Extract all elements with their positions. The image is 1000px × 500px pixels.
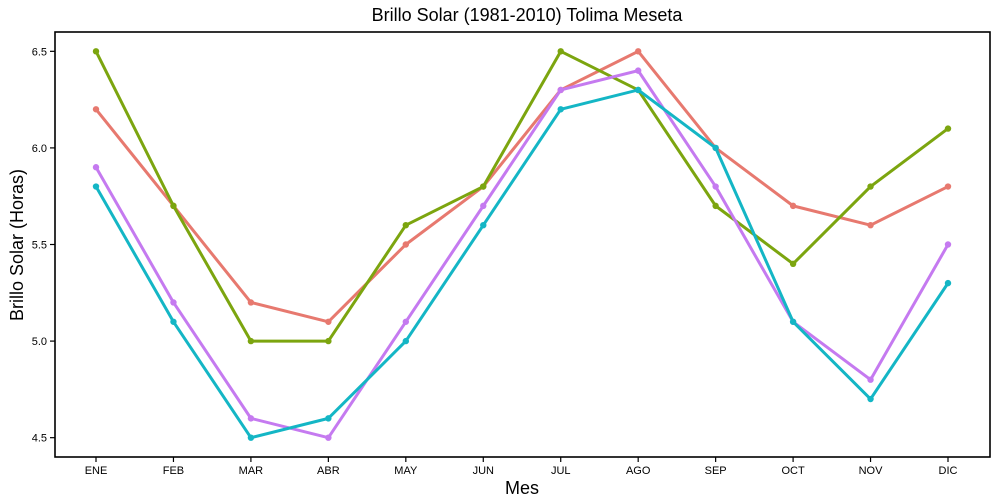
series-3 <box>92 67 952 441</box>
data-point <box>557 106 564 113</box>
x-tick-label: DIC <box>939 465 958 477</box>
data-point <box>867 376 874 383</box>
x-tick-label: MAR <box>239 465 264 477</box>
data-point <box>92 164 100 171</box>
data-point <box>867 221 874 229</box>
data-point <box>557 86 564 94</box>
x-axis-title: Mes <box>505 478 539 498</box>
data-point <box>712 144 719 152</box>
data-point <box>480 221 487 229</box>
data-point <box>944 241 952 248</box>
x-tick-label: SEP <box>705 465 727 477</box>
data-point <box>944 125 952 132</box>
data-point <box>325 337 332 345</box>
data-point <box>92 183 100 190</box>
data-point <box>634 48 642 55</box>
series-line <box>94 49 950 343</box>
plot-area-border <box>54 31 991 458</box>
data-point <box>170 318 177 325</box>
series-line <box>94 88 950 440</box>
x-tick-label: ABR <box>317 465 340 477</box>
x-tick-label: JUN <box>473 465 494 477</box>
data-point <box>170 202 177 210</box>
y-tick-label: 6.5 <box>32 46 47 58</box>
x-tick-label: ENE <box>85 465 108 477</box>
x-tick-label: NOV <box>859 465 884 477</box>
data-point <box>789 318 797 325</box>
data-point <box>402 337 410 345</box>
data-point <box>325 318 332 325</box>
data-point <box>789 202 797 210</box>
data-point <box>402 241 410 248</box>
series-4 <box>92 86 952 441</box>
x-tick-label: JUL <box>551 465 571 477</box>
data-point <box>634 67 642 74</box>
x-tick-label: AGO <box>626 465 651 477</box>
data-point <box>712 202 719 210</box>
data-point <box>325 415 332 422</box>
x-axis: ENE FEB MAR ABR MAY JUN JUL AGO SEP OCT NOV DIC <box>85 457 958 477</box>
series-line <box>94 69 950 440</box>
data-point <box>92 48 100 55</box>
data-point <box>247 415 255 422</box>
data-point <box>944 279 952 287</box>
data-point <box>867 395 874 403</box>
data-point <box>247 299 255 306</box>
data-point <box>402 221 410 229</box>
series-layer <box>92 48 952 441</box>
data-point <box>712 183 719 190</box>
y-tick-label: 5.0 <box>32 336 47 348</box>
data-point <box>170 299 177 306</box>
data-point <box>480 183 487 190</box>
data-point <box>557 48 564 55</box>
chart-title: Brillo Solar (1981-2010) Tolima Meseta <box>372 5 684 25</box>
data-point <box>92 106 100 113</box>
data-point <box>402 318 410 325</box>
y-axis: 4.5 5.0 5.5 6.0 6.5 <box>32 46 55 445</box>
data-point <box>480 202 487 210</box>
series-line <box>94 49 950 324</box>
data-point <box>634 86 642 94</box>
y-tick-label: 6.0 <box>32 143 47 155</box>
x-tick-label: MAY <box>394 465 418 477</box>
data-point <box>325 434 332 441</box>
y-tick-label: 4.5 <box>32 433 47 445</box>
y-tick-label: 5.5 <box>32 240 47 252</box>
data-point <box>247 434 255 441</box>
data-point <box>944 183 952 190</box>
data-point <box>789 260 797 268</box>
y-axis-title: Brillo Solar (Horas) <box>7 169 27 321</box>
x-tick-label: OCT <box>781 465 805 477</box>
x-tick-label: FEB <box>163 465 184 477</box>
data-point <box>247 337 255 345</box>
data-point <box>867 183 874 190</box>
